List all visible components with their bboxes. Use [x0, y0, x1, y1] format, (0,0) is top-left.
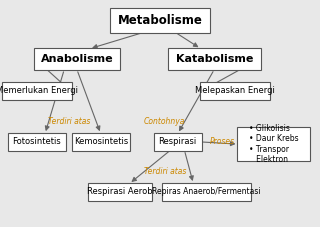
FancyBboxPatch shape	[110, 8, 210, 33]
FancyBboxPatch shape	[88, 183, 152, 201]
Text: Respirasi: Respirasi	[158, 137, 197, 146]
Text: Repiras Anaerob/Fermentasi: Repiras Anaerob/Fermentasi	[152, 187, 261, 196]
Text: • Glikolisis
• Daur Krebs
• Transpor
   Elektron: • Glikolisis • Daur Krebs • Transpor Ele…	[249, 124, 299, 164]
FancyBboxPatch shape	[237, 127, 310, 161]
Text: Anabolisme: Anabolisme	[41, 54, 113, 64]
FancyBboxPatch shape	[2, 82, 72, 100]
Text: Melepaskan Energi: Melepaskan Energi	[195, 86, 275, 95]
Text: Terdiri atas: Terdiri atas	[48, 117, 90, 126]
Text: Proses: Proses	[210, 137, 235, 146]
FancyBboxPatch shape	[72, 133, 130, 151]
Text: Memerlukan Energi: Memerlukan Energi	[0, 86, 78, 95]
FancyBboxPatch shape	[154, 133, 202, 151]
FancyBboxPatch shape	[162, 183, 251, 201]
FancyBboxPatch shape	[8, 133, 66, 151]
FancyBboxPatch shape	[200, 82, 270, 100]
Text: Katabolisme: Katabolisme	[176, 54, 253, 64]
FancyBboxPatch shape	[34, 48, 120, 70]
FancyBboxPatch shape	[168, 48, 261, 70]
Text: Fotosintetis: Fotosintetis	[12, 137, 61, 146]
Text: Contohnya: Contohnya	[144, 117, 186, 126]
Text: Metabolisme: Metabolisme	[117, 14, 203, 27]
Text: Kemosintetis: Kemosintetis	[74, 137, 128, 146]
Text: Terdiri atas: Terdiri atas	[144, 167, 186, 176]
Text: Respirasi Aerob: Respirasi Aerob	[87, 187, 153, 196]
